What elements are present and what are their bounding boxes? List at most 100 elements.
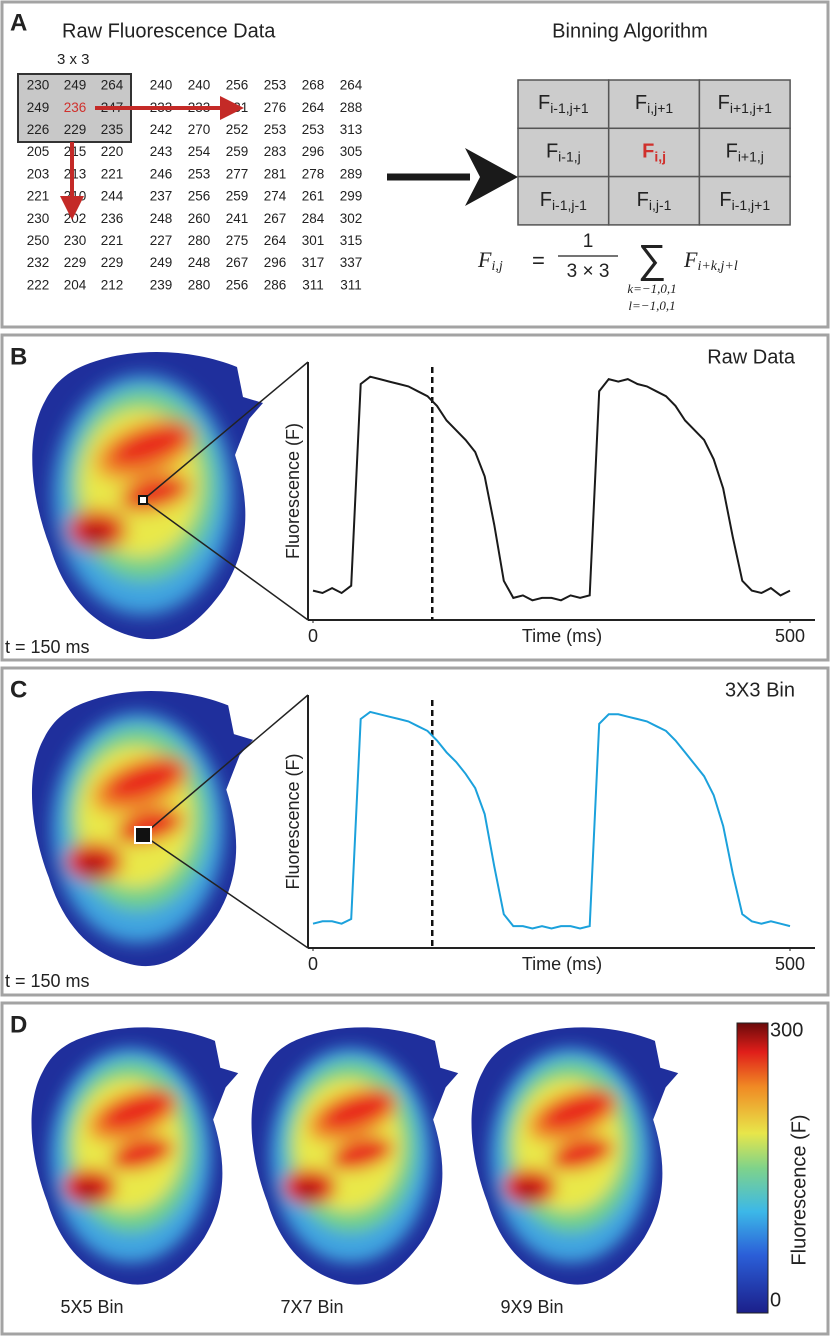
colorbar-tick-label: 300 <box>770 1019 803 1041</box>
formula-subscript: i,j <box>491 259 502 274</box>
matrix-cell: 280 <box>188 233 211 248</box>
matrix-cell: 242 <box>150 122 173 137</box>
bin-label: 9X9 Bin <box>500 1297 563 1317</box>
x-axis-label: Time (ms) <box>522 626 602 646</box>
grid-symbol: F <box>718 92 730 114</box>
matrix-cell: 296 <box>302 144 325 159</box>
x-tick-label: 0 <box>308 626 318 646</box>
matrix-cell: 268 <box>302 78 325 93</box>
matrix-cell: 317 <box>302 255 325 270</box>
matrix-cell: 264 <box>340 78 363 93</box>
heatmap-image <box>472 1027 679 1284</box>
binning-grid: Fi-1,j+1 Fi,j+1 Fi+1,j+1Fi-1,j Fi,j Fi+1,jFi… <box>517 79 791 226</box>
matrix-cell: 275 <box>226 233 249 248</box>
matrix-cell: 230 <box>27 78 50 93</box>
grid-label: Fi,j-1 <box>637 189 672 212</box>
grid-label: Fi+1,j+1 <box>718 92 772 115</box>
matrix-cell: 311 <box>340 277 362 292</box>
matrix-cell: 252 <box>226 122 249 137</box>
formula-limit: k=−1,0,1 <box>627 281 676 296</box>
matrix-cell: 267 <box>264 211 287 226</box>
grid-cell <box>517 79 610 130</box>
matrix-cell: 311 <box>302 277 324 292</box>
matrix-cell: 243 <box>150 144 173 159</box>
panel-letter: C <box>10 676 27 703</box>
matrix-cell: 248 <box>150 211 173 226</box>
matrix-cell: 289 <box>340 166 363 181</box>
matrix-cell: 226 <box>27 122 50 137</box>
panel-frame <box>0 0 830 329</box>
matrix-cell: 239 <box>150 277 173 292</box>
grid-subscript: i-1,j+1 <box>732 196 771 212</box>
matrix-cell: 244 <box>101 189 124 204</box>
matrix-cell: 236 <box>101 211 124 226</box>
matrix-cell: 286 <box>264 277 287 292</box>
panel-d: 5X5 Bin 7X7 Bin 9X9 Bin 0 300 Fluorescence (F… <box>60 1019 810 1316</box>
matrix-cell: 241 <box>226 211 249 226</box>
matrix-cell: 203 <box>27 166 50 181</box>
grid-subscript: i-1,j+1 <box>550 100 589 116</box>
matrix-cell: 221 <box>27 189 50 204</box>
matrix-cell: 236 <box>64 100 87 115</box>
grid-label: Fi+1,j <box>726 141 764 164</box>
formula-denominator: 3 × 3 <box>567 261 610 282</box>
zoom-line <box>142 694 309 836</box>
colorbar <box>736 1022 769 1314</box>
zoom-line <box>142 834 309 949</box>
matrix-cell: 277 <box>226 166 249 181</box>
matrix-cell: 249 <box>150 255 173 270</box>
matrix-cell: 288 <box>340 100 363 115</box>
x-tick-label: 500 <box>775 626 805 646</box>
matrix-cell: 229 <box>101 255 124 270</box>
grid-cell <box>698 175 791 226</box>
matrix-cell: 235 <box>101 122 124 137</box>
matrix-cell: 256 <box>226 277 249 292</box>
matrix-cell: 249 <box>64 78 87 93</box>
matrix-cell: 229 <box>64 122 87 137</box>
grid-subscript: i-1,j <box>558 148 581 164</box>
grid-label: Fi-1,j-1 <box>540 189 587 212</box>
chart-title: Raw Data <box>707 346 796 368</box>
panel-letter: A <box>10 9 27 36</box>
heatmap-image <box>252 1027 459 1284</box>
matrix-cell: 240 <box>150 78 173 93</box>
image-label: t = 150 ms <box>5 637 90 657</box>
matrix-cell: 264 <box>101 78 124 93</box>
grid-label: Fi-1,j+1 <box>719 189 770 212</box>
panel-title: Binning Algorithm <box>552 20 708 42</box>
matrix-cell: 230 <box>64 233 87 248</box>
formula-equals: = <box>532 248 545 273</box>
grid-subscript: i-1,j-1 <box>552 196 587 212</box>
formula-subscript: i+k,j+l <box>697 259 737 274</box>
formula-limit: l=−1,0,1 <box>628 298 675 313</box>
bin-label: 7X7 Bin <box>280 1297 343 1317</box>
matrix-cell: 337 <box>340 255 363 270</box>
bin-label: 5X5 Bin <box>60 1297 123 1317</box>
image-label: t = 150 ms <box>5 971 90 991</box>
grid-symbol: F <box>538 92 550 114</box>
zoom-line <box>142 361 309 501</box>
matrix-cell: 221 <box>101 233 124 248</box>
matrix-cell: 220 <box>101 144 124 159</box>
matrix-cell: 212 <box>101 277 124 292</box>
heatmap-image <box>32 1027 239 1284</box>
grid-label: Fi-1,j+1 <box>538 92 589 115</box>
formula-symbol: F <box>477 247 492 272</box>
matrix-cell: 254 <box>188 144 211 159</box>
matrix-cell: 283 <box>264 144 287 159</box>
matrix-cell: 230 <box>27 211 50 226</box>
matrix-cell: 280 <box>188 277 211 292</box>
panel-title: Raw Fluorescence Data <box>62 20 276 42</box>
zoom-line <box>142 499 309 621</box>
matrix-cell: 264 <box>302 100 325 115</box>
grid-subscript: i,j <box>654 148 666 164</box>
kernel-label: 3 x 3 <box>57 51 90 68</box>
grid-symbol: F <box>726 141 738 163</box>
matrix-cell: 296 <box>264 255 287 270</box>
formula-lhs: Fi,j <box>477 247 503 274</box>
matrix-cell: 249 <box>27 100 50 115</box>
grid-subscript: i+1,j+1 <box>730 100 772 116</box>
matrix-cell: 302 <box>340 211 363 226</box>
grid-symbol: F <box>719 189 731 211</box>
grid-cell <box>607 79 701 130</box>
